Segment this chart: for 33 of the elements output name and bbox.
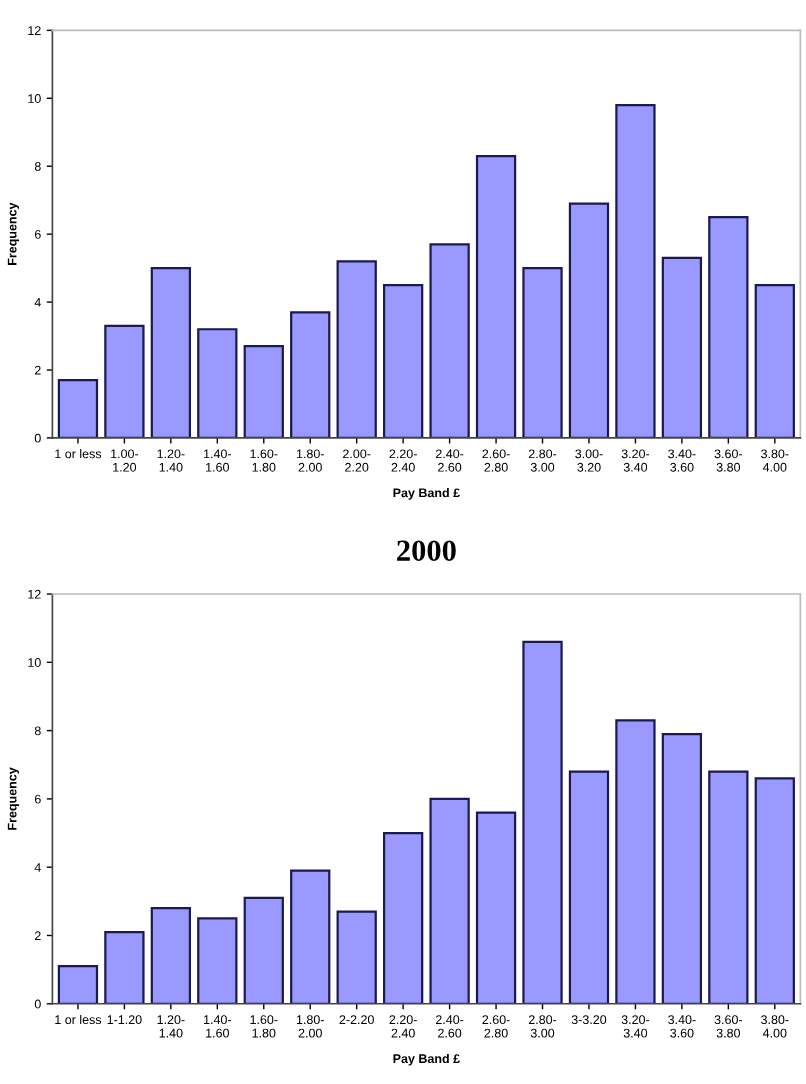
bar (382, 831, 424, 1004)
bar (150, 907, 192, 1004)
bar (243, 345, 284, 438)
bar (336, 260, 377, 438)
bar (568, 202, 610, 438)
bar (708, 216, 749, 438)
bar (429, 797, 470, 1004)
bar (150, 267, 192, 438)
bar (382, 283, 424, 438)
bar (290, 869, 331, 1004)
bar (661, 732, 703, 1004)
bar (568, 770, 610, 1004)
bar (475, 154, 517, 438)
bar (104, 930, 145, 1004)
bar (197, 917, 238, 1004)
bar (522, 640, 563, 1004)
bar (475, 811, 517, 1004)
bar (290, 311, 331, 438)
bar (336, 910, 377, 1004)
bar (57, 965, 99, 1004)
bar (615, 103, 656, 438)
bar (243, 896, 284, 1004)
bar (197, 328, 238, 438)
bar (104, 324, 145, 438)
chart-title: 2000 (397, 540, 456, 561)
bar (429, 243, 470, 438)
bar (708, 770, 749, 1004)
bar (661, 256, 703, 438)
bar (615, 719, 656, 1004)
bar (754, 283, 795, 438)
bar (522, 267, 563, 438)
bar (57, 379, 99, 438)
bar (754, 777, 795, 1004)
